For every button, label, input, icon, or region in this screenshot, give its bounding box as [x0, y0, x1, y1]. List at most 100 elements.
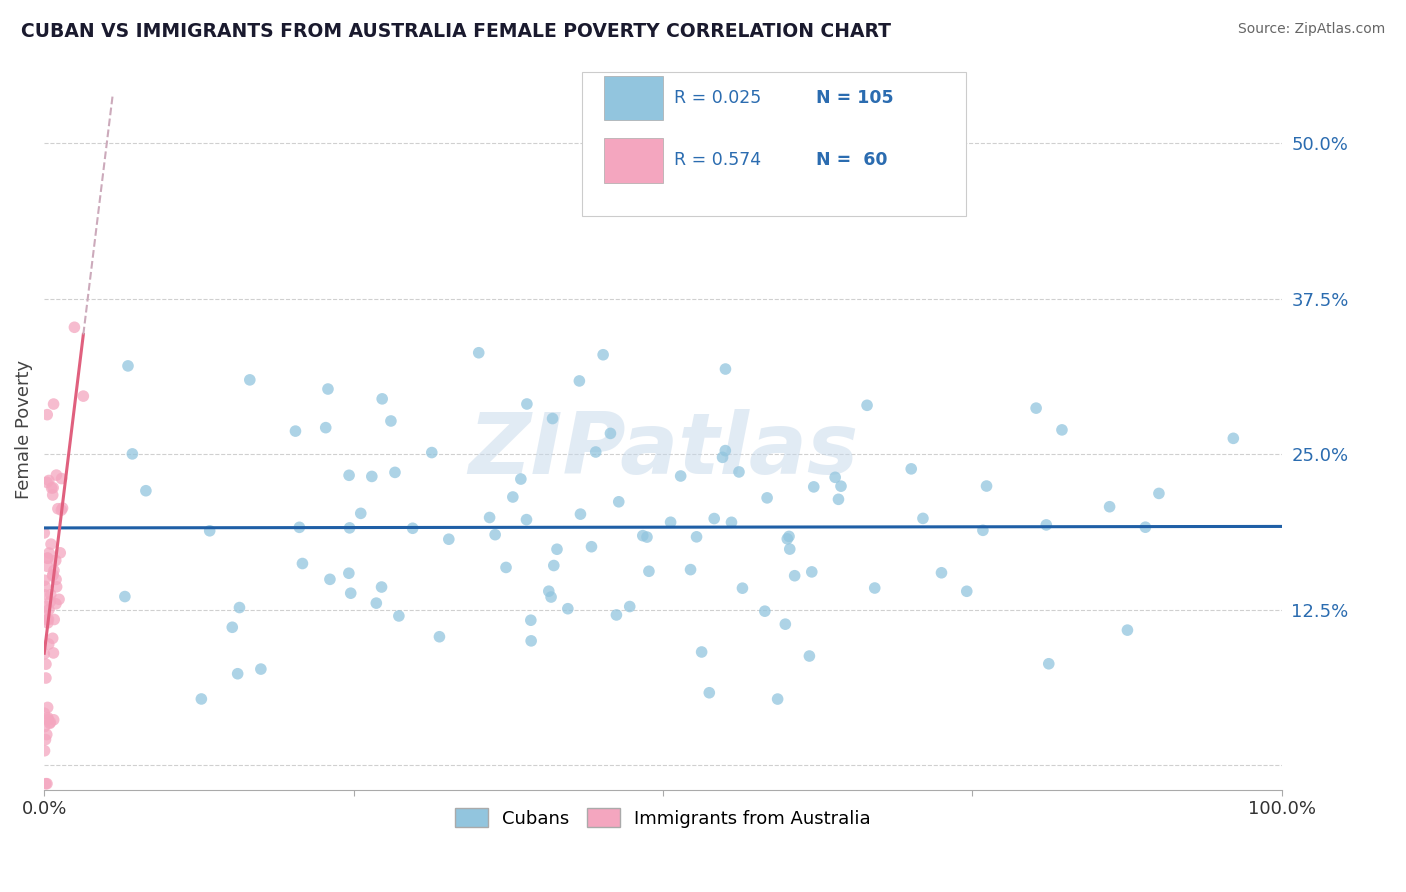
Point	[478, 510, 501, 524]
Point	[638, 564, 661, 578]
Point	[856, 398, 879, 412]
Point	[972, 524, 994, 538]
Point	[221, 620, 243, 634]
Point	[37, 408, 59, 422]
Point	[714, 443, 737, 458]
Point	[568, 374, 591, 388]
Point	[35, 475, 58, 490]
Point	[35, 657, 58, 672]
Point	[778, 529, 800, 543]
Point	[44, 613, 66, 627]
Point	[754, 604, 776, 618]
Point	[911, 511, 934, 525]
Point	[46, 501, 69, 516]
Point	[35, 599, 58, 614]
Point	[520, 633, 543, 648]
Point	[198, 524, 221, 538]
Point	[863, 581, 886, 595]
Point	[515, 513, 537, 527]
Text: ZIPatlas: ZIPatlas	[468, 409, 858, 492]
Point	[720, 516, 742, 530]
Point	[34, 720, 56, 734]
Point	[63, 320, 86, 334]
Point	[42, 564, 65, 578]
Point	[37, 612, 59, 626]
Point	[135, 483, 157, 498]
FancyBboxPatch shape	[582, 72, 966, 217]
Point	[703, 511, 725, 525]
Point	[288, 520, 311, 534]
Point	[931, 566, 953, 580]
Point	[592, 348, 614, 362]
Point	[803, 480, 825, 494]
Point	[72, 389, 94, 403]
Point	[37, 700, 59, 714]
Point	[37, 615, 59, 630]
Point	[45, 573, 67, 587]
Point	[38, 546, 60, 560]
Point	[45, 597, 67, 611]
Point	[631, 529, 654, 543]
Point	[669, 469, 692, 483]
Text: N =  60: N = 60	[817, 152, 887, 169]
Point	[319, 572, 342, 586]
Point	[1038, 657, 1060, 671]
Point	[401, 521, 423, 535]
Point	[599, 426, 621, 441]
Point	[697, 686, 720, 700]
Point	[502, 490, 524, 504]
Point	[226, 666, 249, 681]
Point	[520, 613, 543, 627]
Text: R = 0.025: R = 0.025	[673, 88, 761, 107]
Point	[34, 732, 56, 747]
Point	[51, 503, 73, 517]
Point	[537, 584, 560, 599]
Point	[41, 568, 63, 582]
FancyBboxPatch shape	[603, 76, 662, 120]
Text: N = 105: N = 105	[817, 88, 894, 107]
Point	[1116, 623, 1139, 637]
Point	[39, 594, 62, 608]
Point	[337, 468, 360, 483]
Point	[45, 468, 67, 483]
Point	[291, 557, 314, 571]
Point	[41, 632, 63, 646]
Point	[388, 609, 411, 624]
Point	[45, 580, 67, 594]
Point	[779, 542, 801, 557]
Point	[370, 580, 392, 594]
Point	[546, 542, 568, 557]
Point	[34, 588, 56, 602]
Point	[284, 424, 307, 438]
Point	[38, 474, 60, 488]
Point	[42, 481, 65, 495]
Point	[756, 491, 779, 505]
Point	[39, 715, 62, 730]
Point	[714, 362, 737, 376]
Point	[42, 397, 65, 411]
Point	[39, 588, 62, 602]
Point	[34, 744, 56, 758]
Point	[728, 465, 751, 479]
Point	[38, 602, 60, 616]
Point	[636, 530, 658, 544]
Point	[1098, 500, 1121, 514]
Text: R = 0.574: R = 0.574	[673, 152, 761, 169]
Point	[800, 565, 823, 579]
Point	[38, 637, 60, 651]
Point	[824, 470, 846, 484]
Point	[48, 592, 70, 607]
Point	[585, 445, 607, 459]
Point	[1035, 517, 1057, 532]
Point	[45, 553, 67, 567]
Point	[37, 613, 59, 627]
Point	[731, 581, 754, 595]
Point	[35, 777, 58, 791]
Point	[467, 345, 489, 359]
Point	[1222, 431, 1244, 445]
Point	[830, 479, 852, 493]
Point	[685, 530, 707, 544]
Point	[541, 411, 564, 425]
Point	[315, 420, 337, 434]
Point	[35, 559, 58, 574]
